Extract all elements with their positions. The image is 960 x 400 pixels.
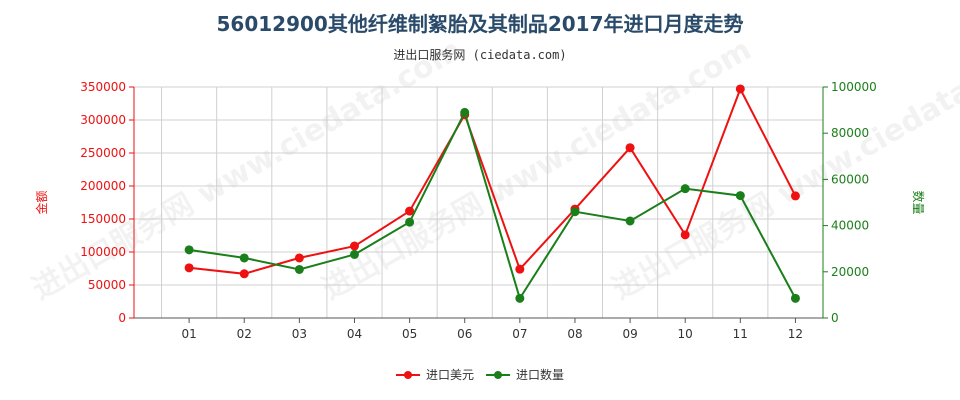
data-point-amount: [515, 264, 525, 274]
data-point-quantity: [239, 253, 249, 263]
data-point-quantity: [294, 264, 304, 274]
legend-marker: [494, 371, 502, 379]
data-point-quantity: [515, 293, 525, 303]
x-tick-label: 03: [292, 327, 307, 341]
data-point-amount: [735, 84, 745, 94]
x-tick-label: 12: [788, 327, 803, 341]
data-point-quantity: [405, 217, 415, 227]
y-left-tick-label: 350000: [80, 80, 126, 94]
data-point-amount: [405, 206, 415, 216]
chart-title: 56012900其他纤维制絮胎及其制品2017年进口月度走势: [216, 12, 744, 36]
data-point-quantity: [625, 216, 635, 226]
y-right-tick-label: 40000: [831, 219, 869, 233]
y-left-axis-title: 金额: [34, 190, 49, 214]
x-tick-label: 01: [181, 327, 196, 341]
x-tick-label: 05: [402, 327, 417, 341]
y-right-tick-label: 100000: [831, 80, 877, 94]
data-point-amount: [184, 263, 194, 273]
data-point-amount: [349, 241, 359, 251]
x-tick-label: 04: [347, 327, 362, 341]
y-left-tick-label: 250000: [80, 146, 126, 160]
x-tick-label: 06: [457, 327, 472, 341]
data-point-quantity: [570, 207, 580, 217]
series-line-quantity: [188, 109, 797, 301]
y-right-tick-label: 80000: [831, 126, 869, 140]
data-point-amount: [625, 143, 635, 153]
legend-marker: [404, 371, 412, 379]
x-tick-label: 07: [512, 327, 527, 341]
y-right-axis-title: 数量: [911, 190, 926, 214]
data-point-amount: [294, 253, 304, 263]
watermark-text: 进出口服务网 www.ciedata.com: [607, 32, 960, 307]
data-point-quantity: [680, 184, 690, 194]
legend-label: 进口数量: [516, 367, 564, 382]
data-point-amount: [680, 230, 690, 240]
data-point-quantity: [184, 245, 194, 255]
x-tick-label: 11: [733, 327, 748, 341]
y-left-tick-label: 50000: [88, 278, 126, 292]
y-right-tick-label: 60000: [831, 172, 869, 186]
x-tick-label: 02: [237, 327, 252, 341]
y-left-tick-label: 0: [118, 311, 126, 325]
x-tick-label: 09: [622, 327, 637, 341]
series-line-amount: [188, 86, 797, 275]
data-point-quantity: [460, 107, 470, 117]
y-right-tick-label: 0: [831, 311, 839, 325]
y-left-tick-label: 200000: [80, 179, 126, 193]
data-point-quantity: [790, 293, 800, 303]
legend-label: 进口美元: [426, 368, 474, 382]
y-left-tick-label: 100000: [80, 245, 126, 259]
data-point-amount: [239, 269, 249, 279]
data-point-quantity: [349, 249, 359, 259]
x-tick-label: 08: [567, 327, 582, 341]
data-point-amount: [790, 191, 800, 201]
y-left-tick-label: 150000: [80, 212, 126, 226]
y-left-tick-label: 300000: [80, 113, 126, 127]
x-tick-label: 10: [678, 327, 693, 341]
chart-subtitle: 进出口服务网 (ciedata.com): [393, 48, 567, 62]
data-point-quantity: [735, 191, 745, 201]
y-right-tick-label: 20000: [831, 265, 869, 279]
